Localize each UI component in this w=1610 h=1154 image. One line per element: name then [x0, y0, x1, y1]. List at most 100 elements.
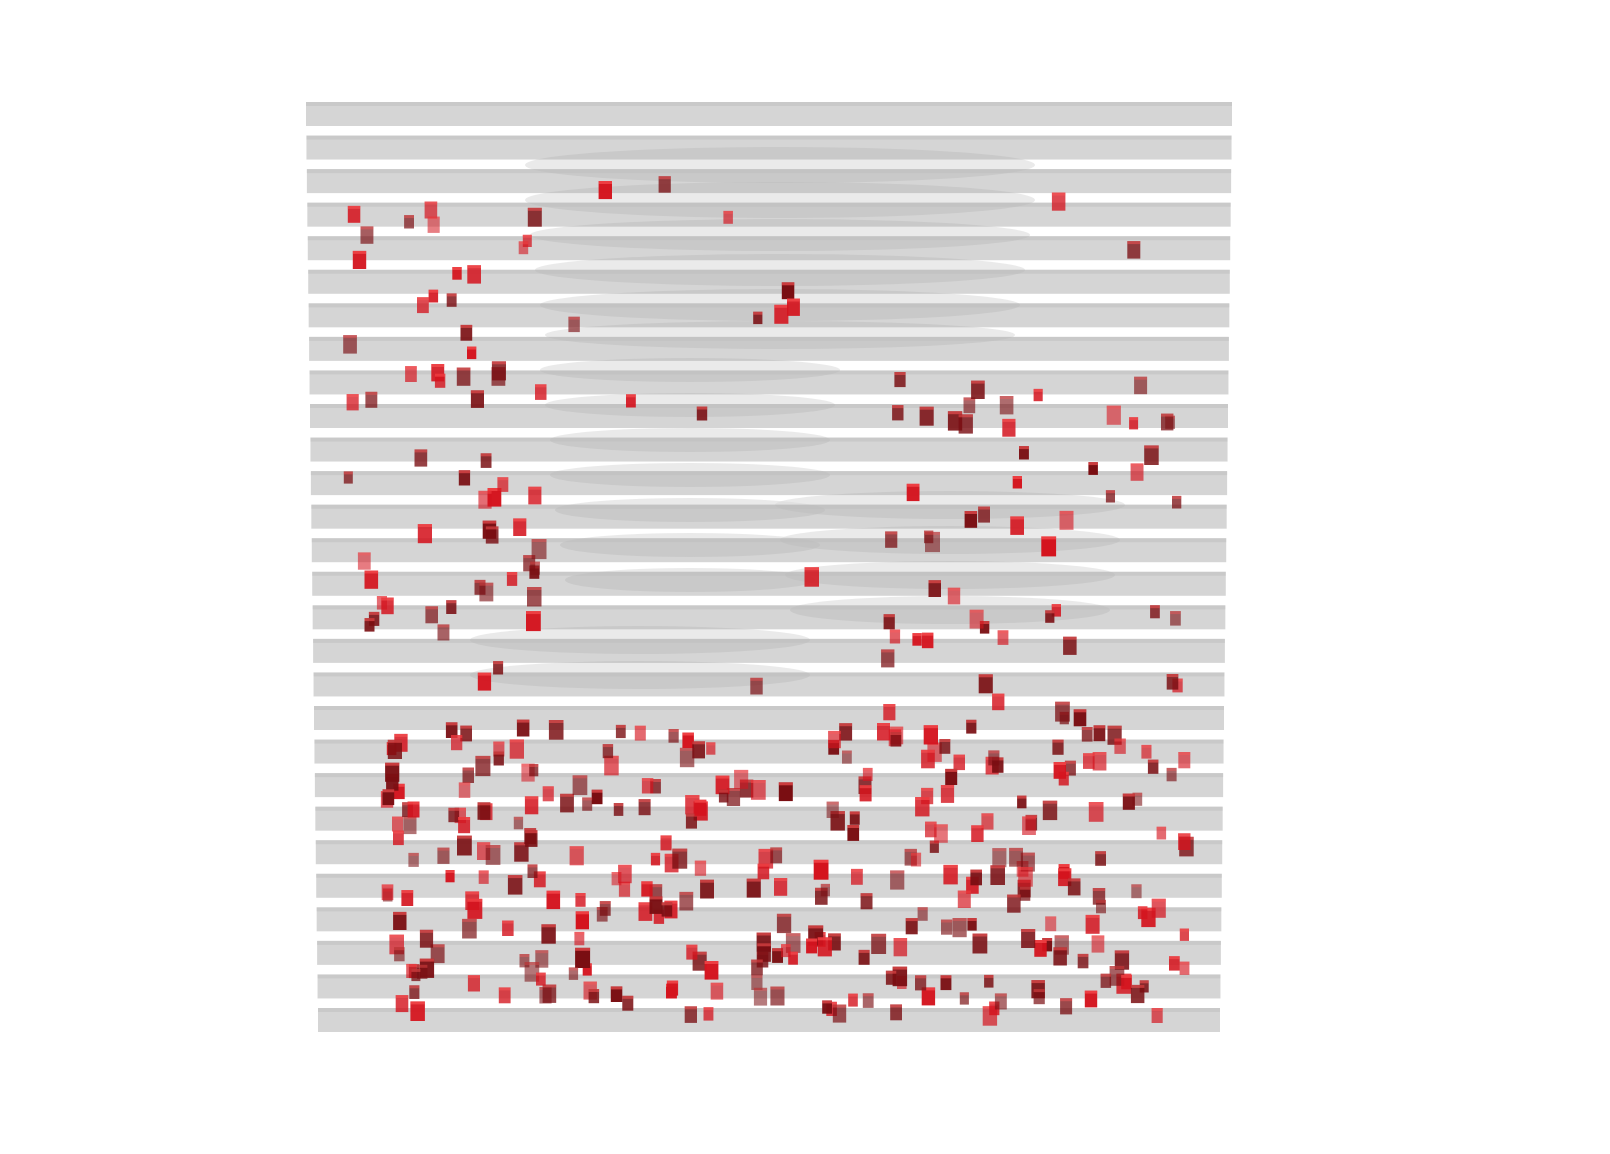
particle — [1018, 867, 1033, 887]
particle — [997, 630, 1009, 645]
particle — [408, 852, 419, 867]
particle — [694, 799, 707, 816]
particle-top — [1105, 490, 1115, 494]
particle-body — [1060, 998, 1073, 1015]
particle-body — [480, 453, 492, 468]
particle-body — [525, 830, 538, 847]
particle-top — [598, 181, 612, 184]
particle-top — [971, 380, 985, 384]
particle-top — [482, 520, 497, 524]
particle-body — [417, 297, 429, 314]
particle — [417, 297, 429, 314]
particle-body — [848, 993, 858, 1007]
particle-body — [650, 779, 661, 794]
particle-body — [392, 816, 404, 832]
particle-body — [1051, 604, 1061, 617]
particle-top — [703, 1007, 714, 1011]
particle-top — [964, 511, 978, 514]
particle-top — [389, 934, 404, 938]
particle-top — [826, 801, 839, 805]
particle — [491, 361, 506, 381]
particle-body — [575, 893, 586, 907]
particle-body — [817, 937, 832, 957]
particle-top — [357, 552, 371, 556]
particle-top — [402, 802, 413, 806]
particle-top — [634, 725, 646, 729]
particle-body — [726, 788, 741, 806]
particle — [518, 241, 529, 255]
particle — [1073, 709, 1087, 727]
particle-top — [477, 672, 492, 676]
particle-body — [458, 782, 471, 798]
particle-body — [434, 373, 446, 388]
particle — [1161, 413, 1174, 431]
particle-top — [660, 835, 672, 839]
particle-top — [428, 289, 439, 293]
particle — [981, 813, 994, 830]
particle-top — [1077, 953, 1089, 957]
particle-top — [497, 477, 509, 481]
particle — [430, 944, 445, 964]
particle — [541, 924, 556, 944]
particle — [568, 316, 580, 333]
particle-body — [988, 750, 1000, 766]
particle-top — [1131, 884, 1142, 888]
particle-top — [525, 830, 538, 834]
particle — [347, 205, 361, 223]
particle — [1009, 847, 1023, 867]
particle-top — [958, 414, 973, 418]
slab — [311, 504, 1227, 529]
particle — [650, 779, 661, 794]
particle-top — [650, 852, 661, 856]
particle-top — [1096, 899, 1106, 903]
particle-top — [1088, 802, 1104, 805]
particle-top — [684, 1006, 697, 1010]
particle — [626, 394, 636, 408]
particle — [679, 891, 694, 911]
particle-top — [666, 980, 679, 984]
particle — [1134, 376, 1148, 395]
particle — [751, 974, 763, 990]
particle-body — [1073, 709, 1087, 727]
particle-top — [437, 624, 450, 628]
particle-body — [928, 580, 941, 597]
particle-body — [929, 840, 939, 853]
particle — [842, 750, 852, 764]
particle — [919, 406, 934, 426]
particle — [1083, 753, 1095, 769]
particle — [454, 807, 466, 824]
particle — [885, 970, 897, 985]
particle-top — [406, 963, 417, 967]
particle-body — [921, 632, 934, 649]
particle-body — [541, 924, 556, 944]
particle-body — [700, 879, 714, 899]
particle-top — [972, 933, 988, 937]
cavity-lens — [530, 219, 1030, 251]
particle — [1114, 950, 1130, 970]
particle-top — [1041, 536, 1057, 540]
particle-body — [641, 778, 654, 794]
particle-body — [1114, 950, 1130, 970]
particle — [704, 961, 719, 980]
particle-top — [560, 793, 574, 797]
particle — [1170, 611, 1181, 626]
slab-edge — [313, 638, 1225, 643]
particle-top — [535, 950, 549, 954]
particle-top — [851, 868, 863, 872]
particle — [475, 755, 491, 777]
particle-top — [394, 733, 408, 737]
particle-top — [467, 346, 477, 350]
particle-body — [959, 992, 969, 1005]
particle-body — [387, 739, 402, 759]
particle-top — [365, 391, 378, 395]
particle — [666, 980, 679, 996]
particle-body — [685, 813, 697, 829]
particle-top — [682, 732, 694, 736]
particle-body — [437, 847, 450, 864]
particle-body — [934, 824, 948, 843]
particle-body — [981, 813, 994, 830]
particle-body — [1166, 674, 1179, 690]
particle — [498, 987, 511, 1004]
particle — [649, 896, 663, 914]
particle-top — [452, 267, 462, 270]
